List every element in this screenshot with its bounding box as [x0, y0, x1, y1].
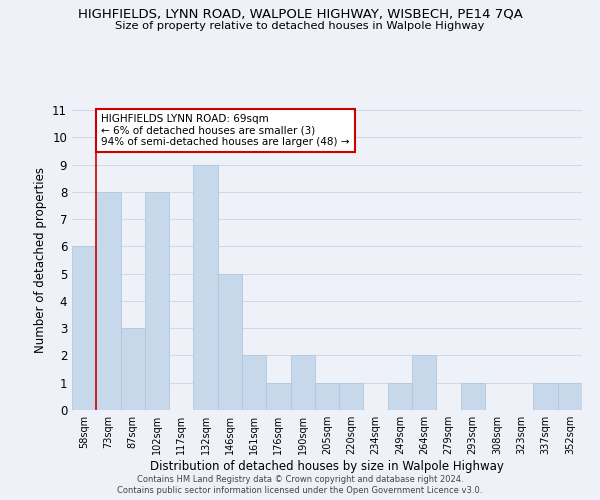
Bar: [266, 382, 290, 410]
Bar: [558, 382, 582, 410]
Bar: [290, 356, 315, 410]
Bar: [412, 356, 436, 410]
Bar: [339, 382, 364, 410]
Text: Contains HM Land Registry data © Crown copyright and database right 2024.: Contains HM Land Registry data © Crown c…: [137, 475, 463, 484]
X-axis label: Distribution of detached houses by size in Walpole Highway: Distribution of detached houses by size …: [150, 460, 504, 473]
Text: Contains public sector information licensed under the Open Government Licence v3: Contains public sector information licen…: [118, 486, 482, 495]
Bar: [218, 274, 242, 410]
Text: HIGHFIELDS, LYNN ROAD, WALPOLE HIGHWAY, WISBECH, PE14 7QA: HIGHFIELDS, LYNN ROAD, WALPOLE HIGHWAY, …: [77, 8, 523, 20]
Text: Size of property relative to detached houses in Walpole Highway: Size of property relative to detached ho…: [115, 21, 485, 31]
Bar: [242, 356, 266, 410]
Bar: [193, 164, 218, 410]
Bar: [96, 192, 121, 410]
Bar: [388, 382, 412, 410]
Bar: [72, 246, 96, 410]
Bar: [533, 382, 558, 410]
Y-axis label: Number of detached properties: Number of detached properties: [34, 167, 47, 353]
Text: HIGHFIELDS LYNN ROAD: 69sqm
← 6% of detached houses are smaller (3)
94% of semi-: HIGHFIELDS LYNN ROAD: 69sqm ← 6% of deta…: [101, 114, 350, 148]
Bar: [121, 328, 145, 410]
Bar: [461, 382, 485, 410]
Bar: [315, 382, 339, 410]
Bar: [145, 192, 169, 410]
